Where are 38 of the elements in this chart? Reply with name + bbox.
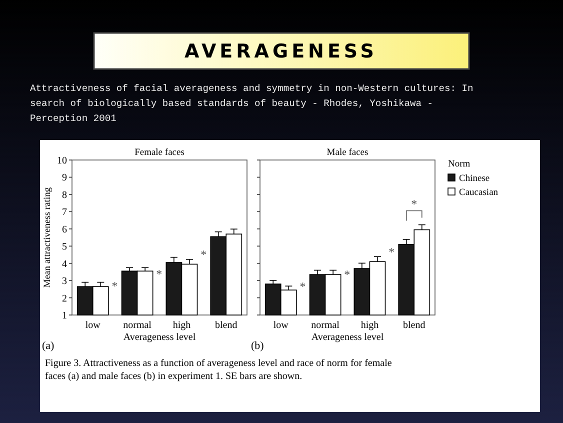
y-tick-label: 5 [62, 242, 67, 253]
y-tick-label: 10 [57, 156, 67, 166]
legend-label: Chinese [459, 174, 490, 184]
x-tick-label: high [172, 320, 191, 331]
text: AVERAGENESS [184, 40, 378, 63]
annotation: * [344, 268, 350, 282]
annotation: * [112, 279, 118, 294]
annotation: * [200, 247, 207, 262]
y-tick-label: 3 [62, 276, 67, 288]
x-axis-title: Averageness level [311, 332, 384, 343]
legend-label: Caucasian [459, 188, 498, 198]
legend-title: Norm [448, 159, 471, 170]
x-tick-label: blend [403, 320, 426, 331]
annotation: * [388, 244, 395, 259]
text: (a) [42, 340, 55, 352]
y-tick-label: 2 [62, 293, 67, 304]
x-tick-label: low [273, 320, 290, 331]
x-tick-label: blend [215, 320, 238, 331]
text: (b) [251, 340, 264, 352]
x-tick-label: normal [123, 320, 152, 331]
annotation: * [300, 280, 306, 294]
annotation: * [156, 266, 162, 281]
y-tick-label: 8 [62, 190, 67, 201]
x-tick-label: high [360, 320, 379, 331]
chart-title: Female faces [134, 148, 185, 158]
y-tick-label: 6 [62, 224, 67, 236]
y-tick-label: 1 [62, 310, 67, 322]
caption: Figure 3. Attractiveness as a function of averageness level and race of norm for female faces (a) and male faces (b) in experiment 1. SE bars are shown. [45, 358, 392, 382]
x-tick-label: normal [311, 320, 340, 331]
text: Attractiveness of facial averageness and symmetry in non-Western cultures: In search of biologically based standards of beauty - Rhodes, Yoshikawa - Perception 2001 [30, 83, 474, 124]
x-axis-title: Averageness level [123, 332, 196, 343]
chart-title: Male faces [326, 148, 369, 158]
y-tick-label: 9 [62, 172, 67, 184]
y-tick-label: 4 [62, 258, 67, 270]
y-tick-label: 7 [62, 207, 67, 218]
y-axis-title: Mean attractiveness rating [43, 187, 53, 288]
annotation: * [411, 196, 418, 211]
x-tick-label: low [85, 320, 102, 331]
